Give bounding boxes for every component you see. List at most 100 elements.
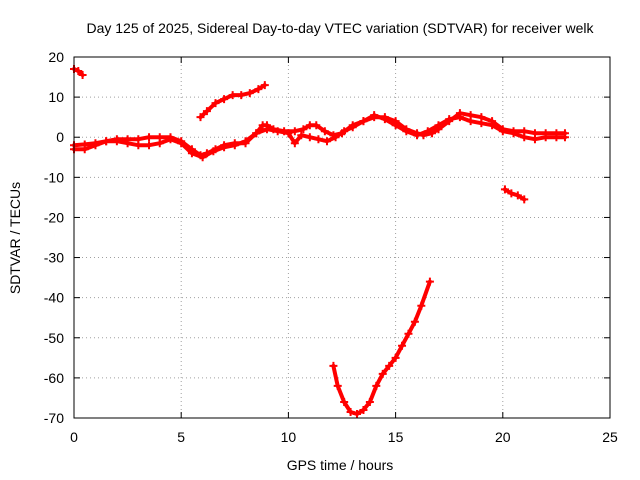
x-tick-label: 20 — [495, 429, 511, 445]
data-point — [477, 119, 486, 128]
data-point — [78, 71, 87, 80]
series-main-lower — [70, 111, 569, 162]
data-point — [314, 135, 323, 144]
data-point — [333, 381, 342, 390]
data-point — [273, 127, 282, 136]
data-point — [252, 129, 261, 138]
data-point — [155, 139, 164, 148]
series-deep-dip — [329, 277, 434, 418]
data-point — [423, 127, 432, 136]
y-tick-label: -30 — [44, 250, 64, 266]
data-point — [228, 91, 237, 100]
data-point — [346, 407, 355, 416]
data-point — [560, 133, 569, 142]
data-point — [380, 115, 389, 124]
data-point — [391, 121, 400, 130]
data-point — [520, 133, 529, 142]
data-point — [320, 127, 329, 136]
data-point — [329, 361, 338, 370]
y-tick-label: -40 — [44, 290, 64, 306]
data-point — [541, 133, 550, 142]
data-point — [552, 133, 561, 142]
data-point — [445, 115, 454, 124]
y-tick-label: 0 — [56, 129, 64, 145]
chart-title: Day 125 of 2025, Sidereal Day-to-day VTE… — [86, 20, 594, 36]
data-point — [404, 329, 413, 338]
data-point — [290, 127, 299, 136]
data-point — [187, 149, 196, 158]
data-point — [434, 121, 443, 130]
x-tick-label: 15 — [388, 429, 404, 445]
data-point — [254, 85, 263, 94]
data-point — [365, 397, 374, 406]
data-point — [359, 117, 368, 126]
x-axis-label: GPS time / hours — [287, 457, 394, 473]
data-point — [220, 95, 229, 104]
series-line — [331, 279, 432, 416]
data-point — [398, 341, 407, 350]
data-point — [410, 317, 419, 326]
data-point — [520, 195, 529, 204]
data-point — [455, 113, 464, 122]
y-tick-label: 10 — [48, 89, 64, 105]
data-point — [290, 139, 299, 148]
x-tick-label: 25 — [602, 429, 618, 445]
plot-frame — [73, 56, 611, 419]
data-point — [80, 145, 89, 154]
data-point — [123, 139, 132, 148]
data-point — [262, 125, 271, 134]
data-point — [500, 185, 509, 194]
data-point — [177, 139, 186, 148]
data-point — [488, 121, 497, 130]
data-point — [348, 123, 357, 132]
data-point — [466, 117, 475, 126]
data-point — [391, 353, 400, 362]
data-point — [102, 137, 111, 146]
data-point — [260, 81, 269, 90]
data-point — [112, 137, 121, 146]
x-tick-label: 0 — [70, 429, 78, 445]
data-point — [340, 397, 349, 406]
data-point — [322, 137, 331, 146]
data-series — [70, 65, 569, 418]
data-point — [509, 129, 518, 138]
data-point — [202, 107, 211, 116]
data-point — [498, 127, 507, 136]
y-tick-label: 20 — [48, 49, 64, 65]
series-early-high — [70, 65, 87, 80]
data-point — [209, 147, 218, 156]
data-point — [230, 141, 239, 150]
data-point — [91, 141, 100, 150]
data-point — [196, 113, 205, 122]
data-point — [245, 89, 254, 98]
data-point — [297, 131, 306, 140]
data-point — [145, 141, 154, 150]
data-point — [284, 129, 293, 138]
data-point — [402, 127, 411, 136]
data-point — [372, 381, 381, 390]
data-point — [74, 67, 83, 76]
x-tick-label: 5 — [177, 429, 185, 445]
data-point — [359, 405, 368, 414]
data-point — [530, 135, 539, 144]
data-point — [145, 133, 154, 142]
y-tick-label: -70 — [44, 410, 64, 426]
y-tick-label: -10 — [44, 169, 64, 185]
data-point — [353, 409, 362, 418]
data-point — [220, 143, 229, 152]
data-point — [166, 135, 175, 144]
series-descending-segment — [500, 185, 529, 204]
y-tick-label: -50 — [44, 330, 64, 346]
y-tick-label: -20 — [44, 209, 64, 225]
y-axis-label: SDTVAR / TECUs — [7, 182, 23, 294]
data-point — [378, 369, 387, 378]
y-tick-label: -60 — [44, 370, 64, 386]
data-point — [385, 361, 394, 370]
data-point — [312, 121, 321, 130]
data-point — [513, 191, 522, 200]
data-point — [340, 127, 349, 136]
series-rising-segment — [196, 81, 269, 122]
data-point — [425, 277, 434, 286]
